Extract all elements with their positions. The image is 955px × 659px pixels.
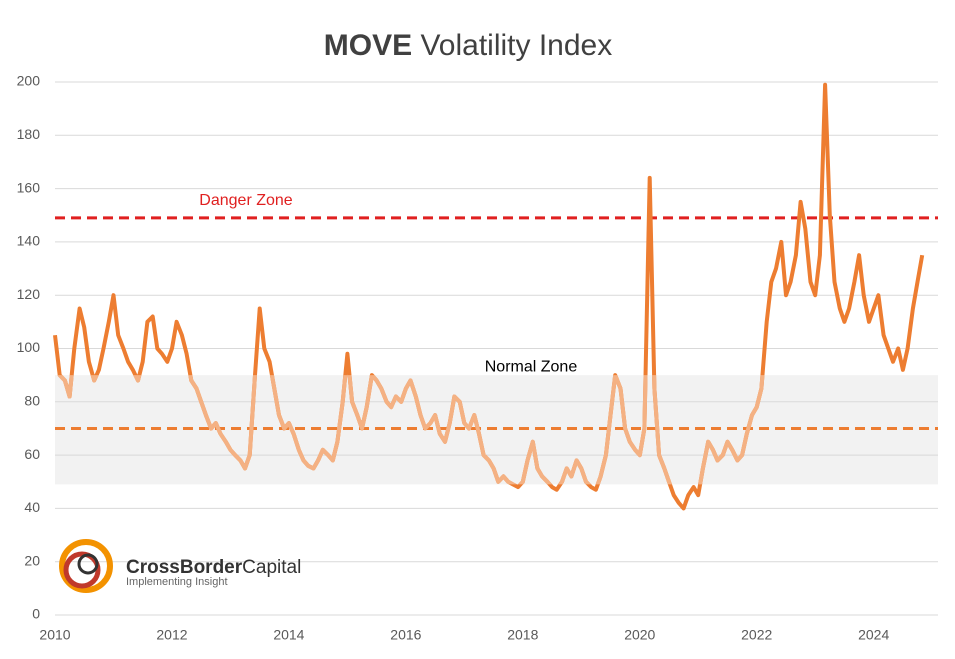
logo-name: CrossBorderCapital bbox=[126, 557, 301, 578]
y-tick-label: 200 bbox=[17, 73, 41, 89]
x-tick-label: 2024 bbox=[858, 627, 889, 643]
x-tick-label: 2014 bbox=[273, 627, 304, 643]
y-tick-label: 140 bbox=[17, 233, 41, 249]
x-tick-label: 2010 bbox=[39, 627, 70, 643]
title-rest: Volatility Index bbox=[420, 29, 612, 62]
y-tick-label: 20 bbox=[24, 552, 40, 568]
x-tick-label: 2016 bbox=[390, 627, 421, 643]
y-tick-label: 60 bbox=[24, 446, 40, 462]
logo-tagline: Implementing Insight bbox=[126, 576, 228, 588]
y-tick-label: 160 bbox=[17, 179, 41, 195]
x-tick-label: 2018 bbox=[507, 627, 538, 643]
title-bold: MOVE bbox=[324, 29, 412, 62]
logo-ring bbox=[63, 551, 101, 589]
x-tick-label: 2012 bbox=[156, 627, 187, 643]
logo-ring bbox=[77, 553, 99, 575]
x-tick-label: 2022 bbox=[741, 627, 772, 643]
y-tick-label: 120 bbox=[17, 286, 41, 302]
chart-title: MOVE Volatility Index bbox=[324, 29, 612, 62]
logo-name-bold: CrossBorder bbox=[126, 557, 243, 578]
danger-zone-label: Danger Zone bbox=[199, 192, 292, 209]
y-tick-label: 180 bbox=[17, 126, 41, 142]
y-tick-label: 100 bbox=[17, 339, 41, 355]
x-tick-label: 2020 bbox=[624, 627, 655, 643]
y-tick-label: 0 bbox=[32, 606, 40, 622]
logo-name-light: Capital bbox=[242, 557, 301, 578]
line-in-zone bbox=[57, 375, 765, 485]
y-tick-label: 40 bbox=[24, 499, 40, 515]
normal-zone-label: Normal Zone bbox=[485, 358, 578, 375]
logo: CrossBorderCapital Implementing Insight bbox=[59, 539, 301, 593]
y-tick-label: 80 bbox=[24, 393, 40, 409]
plot-layer: Danger Zone bbox=[53, 82, 938, 511]
logo-ring bbox=[59, 539, 113, 593]
